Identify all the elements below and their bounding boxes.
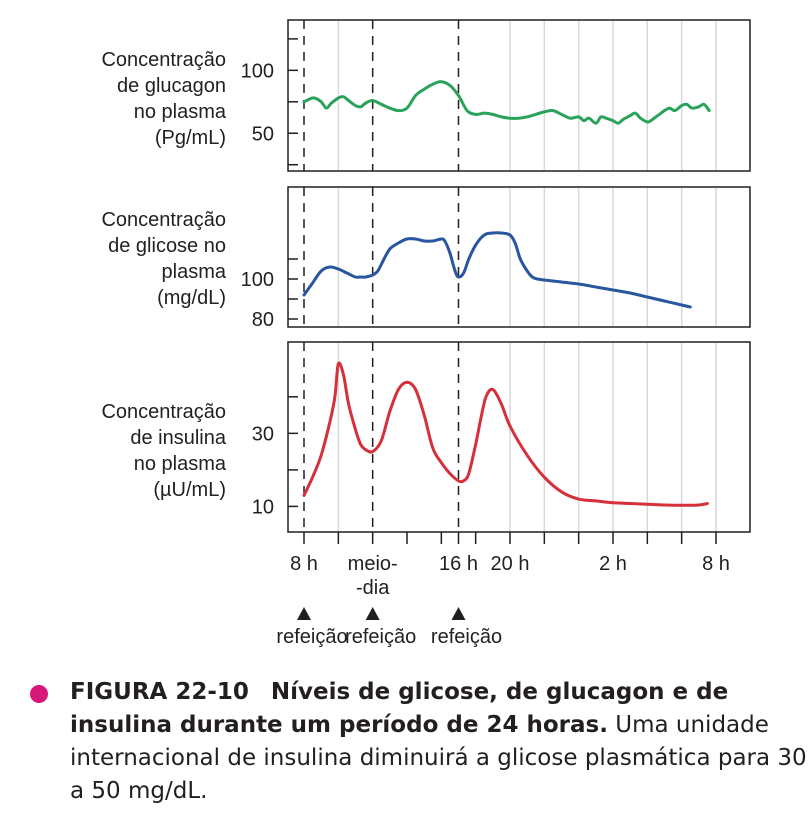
figure-caption: FIGURA 22-10 Níveis de glicose, de gluca… <box>30 676 808 808</box>
series-line-2 <box>302 231 692 309</box>
y-axis-label-line: (µU/mL) <box>153 479 226 501</box>
figure-chart: 100 50 Concentração de glucagon no plasma (Pg… <box>101 19 751 648</box>
x-tick-label: 2 h <box>599 553 627 575</box>
meal-label: refeição <box>276 626 347 648</box>
y-tick-label: 100 <box>241 269 274 291</box>
x-tick-label: -dia <box>356 577 390 599</box>
y-axis-label-line: Concentração <box>101 209 226 231</box>
y-axis-label-line: (Pg/mL) <box>155 127 226 149</box>
panel-frame <box>287 19 751 172</box>
y-tick-label: 100 <box>241 60 274 82</box>
x-tick-label: 8 h <box>290 553 318 575</box>
figure-title: Níveis de glicose, de glucagon e de insu… <box>70 679 729 738</box>
caption-bullet-icon <box>30 685 48 703</box>
y-tick-label: 50 <box>252 123 274 145</box>
y-axis-label-line: plasma <box>162 261 227 283</box>
y-tick-label: 30 <box>252 423 274 445</box>
figure-label: FIGURA 22-10 <box>70 679 249 705</box>
panel-frame <box>287 186 751 328</box>
x-tick-label: 20 h <box>491 553 530 575</box>
y-tick-label: 80 <box>252 309 274 331</box>
panel-2: 100 80 Concentração de glicose no plasma (mg/… <box>101 186 751 331</box>
figure-body: Uma unidade internacional de insulina di… <box>70 712 807 804</box>
series-line-3 <box>302 361 709 507</box>
meal-triangle-icon <box>297 607 311 620</box>
y-axis-label-line: de glucagon <box>117 75 226 97</box>
series-line-1 <box>302 80 711 125</box>
x-tick-label: 8 h <box>702 553 730 575</box>
y-axis-label-line: no plasma <box>134 453 227 475</box>
x-tick-label: 16 h <box>439 553 478 575</box>
y-axis-label-line: Concentração <box>101 49 226 71</box>
y-axis-label-line: de insulina <box>130 427 227 449</box>
meal-label: refeição <box>345 626 416 648</box>
panel-frame <box>287 341 751 533</box>
panel-3: 30 10 Concentração de insulina no plasma (µU/… <box>101 341 751 533</box>
panel-1: 100 50 Concentração de glucagon no plasma (Pg… <box>101 19 751 172</box>
x-tick-label: meio- <box>348 553 398 575</box>
y-axis-label-line: (mg/dL) <box>157 287 226 309</box>
y-axis-label-line: Concentração <box>101 401 226 423</box>
y-axis-label-line: de glicose no <box>108 235 226 257</box>
meal-triangle-icon <box>365 607 380 620</box>
meal-triangle-icon <box>451 607 466 620</box>
meal-label: refeição <box>431 626 502 648</box>
y-axis-label-line: no plasma <box>134 101 227 123</box>
y-tick-label: 10 <box>252 496 274 518</box>
